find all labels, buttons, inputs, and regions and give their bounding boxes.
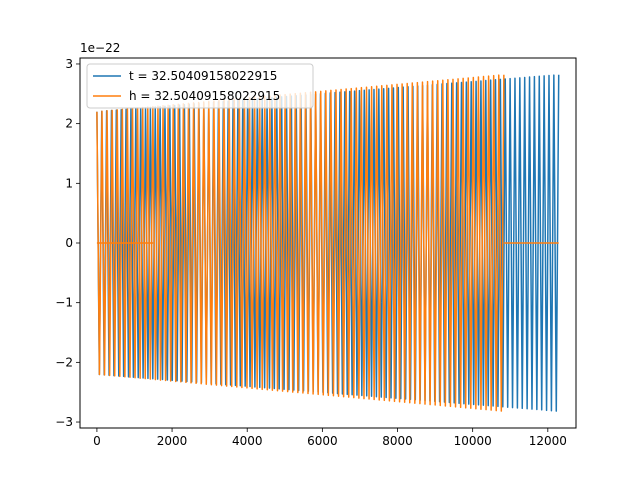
x-tick-label: 12000 (529, 434, 567, 448)
x-tick-label: 10000 (454, 434, 492, 448)
x-tick-label: 6000 (307, 434, 338, 448)
legend-label: t = 32.50409158022915 (129, 69, 277, 83)
y-tick-label: 1 (65, 176, 73, 190)
legend-box (86, 63, 314, 109)
x-tick-label: 8000 (382, 434, 413, 448)
y-axis-ticks: −3 −2 −1 0 1 2 3 (55, 57, 80, 429)
y-tick-label: 0 (65, 236, 73, 250)
y-tick-label: −1 (55, 296, 73, 310)
y-tick-label: 2 (65, 117, 73, 131)
y-offset-label: 1e−22 (80, 41, 120, 55)
y-tick-label: −2 (55, 355, 73, 369)
x-axis-ticks: 0 2000 4000 6000 8000 10000 12000 (93, 428, 567, 448)
y-tick-label: 3 (65, 57, 73, 71)
legend-label: h = 32.50409158022915 (129, 89, 280, 103)
x-tick-label: 2000 (157, 434, 188, 448)
legend: t = 32.50409158022915 h = 32.504091580229… (86, 63, 314, 109)
x-tick-label: 0 (93, 434, 101, 448)
y-tick-label: −3 (55, 415, 73, 429)
x-tick-label: 4000 (232, 434, 263, 448)
